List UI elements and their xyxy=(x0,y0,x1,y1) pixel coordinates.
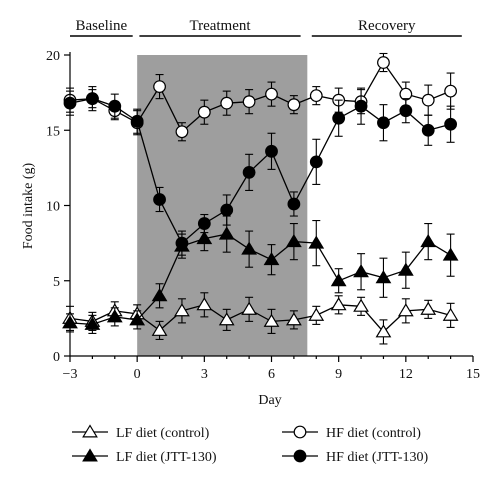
data-point xyxy=(442,307,459,321)
data-point xyxy=(106,309,123,323)
data-point xyxy=(420,233,437,248)
data-point xyxy=(444,117,458,131)
series-1 xyxy=(62,215,459,334)
data-point xyxy=(353,264,369,278)
legend-marker xyxy=(82,424,98,438)
data-point xyxy=(196,230,213,245)
data-series xyxy=(62,52,459,345)
data-point xyxy=(175,125,189,139)
phase-label-1: Treatment xyxy=(189,18,251,34)
data-point xyxy=(309,89,323,103)
x-tick-label: 9 xyxy=(335,367,342,382)
y-tick-label: 20 xyxy=(46,49,60,64)
data-point xyxy=(421,123,435,137)
data-point xyxy=(153,193,166,206)
x-tick-label: 12 xyxy=(399,367,413,382)
data-point xyxy=(197,105,211,119)
data-point xyxy=(197,217,211,230)
data-point xyxy=(377,116,390,130)
data-point xyxy=(397,262,414,276)
x-tick-label: 0 xyxy=(134,367,141,382)
data-point xyxy=(263,252,280,266)
phase-label-0: Baseline xyxy=(76,18,128,34)
data-point xyxy=(241,241,257,255)
legend-label: HF diet (control) xyxy=(326,426,421,441)
y-tick-label: 15 xyxy=(46,124,60,139)
legend-item-2: HF diet (control) xyxy=(282,425,421,441)
phase-label-2: Recovery xyxy=(358,18,416,34)
data-point xyxy=(286,312,302,326)
data-point xyxy=(129,312,146,326)
data-point xyxy=(151,288,168,302)
data-point xyxy=(332,111,346,125)
data-point xyxy=(354,99,368,113)
data-point xyxy=(130,114,144,128)
x-tick-label: 6 xyxy=(268,367,275,382)
data-point xyxy=(218,226,235,240)
data-point xyxy=(242,95,256,109)
data-point xyxy=(242,165,256,179)
legend-item-3: HF diet (JTT-130) xyxy=(282,449,428,465)
legend-label: HF diet (JTT-130) xyxy=(326,450,428,465)
phase-labels: Baseline Treatment Recovery xyxy=(70,18,462,37)
data-point xyxy=(84,316,101,330)
data-point xyxy=(175,236,189,250)
legend-marker xyxy=(82,448,98,462)
data-point xyxy=(375,270,392,284)
data-point xyxy=(263,313,280,327)
data-point xyxy=(399,104,413,118)
data-point xyxy=(375,324,392,338)
y-tick-label: 10 xyxy=(46,200,60,215)
data-point xyxy=(218,312,235,326)
data-point xyxy=(62,315,78,329)
data-point xyxy=(444,84,458,98)
data-point xyxy=(151,322,168,336)
data-point xyxy=(265,144,278,158)
legend-label: LF diet (control) xyxy=(116,426,210,441)
x-tick-label: 3 xyxy=(201,367,208,382)
data-point xyxy=(330,273,347,287)
data-point xyxy=(330,297,347,311)
x-tick-label: 15 xyxy=(466,367,480,382)
data-point xyxy=(265,87,278,101)
data-point xyxy=(220,96,234,110)
data-point xyxy=(397,303,414,317)
data-point xyxy=(153,80,166,94)
data-point xyxy=(308,235,325,249)
data-point xyxy=(353,298,369,312)
legend-marker xyxy=(293,425,307,439)
data-point xyxy=(220,203,234,217)
legend-marker xyxy=(293,449,307,463)
x-axis-title: Day xyxy=(258,393,281,408)
data-point xyxy=(442,247,459,261)
data-point xyxy=(421,93,435,107)
legend-label: LF diet (JTT-130) xyxy=(116,450,217,465)
data-point xyxy=(420,301,437,315)
y-tick-label: 0 xyxy=(53,350,60,365)
x-tick-label: −3 xyxy=(63,367,78,382)
series-3 xyxy=(63,86,458,256)
legend-item-1: LF diet (JTT-130) xyxy=(72,448,217,465)
data-point xyxy=(241,301,257,315)
data-point xyxy=(287,197,301,211)
data-point xyxy=(174,303,190,317)
data-point xyxy=(85,92,99,106)
data-point xyxy=(308,307,325,321)
data-point xyxy=(287,98,301,112)
data-point xyxy=(377,56,390,69)
legend: LF diet (control) LF diet (JTT-130) HF die… xyxy=(72,424,428,465)
data-point xyxy=(196,297,213,311)
y-tick-label: 5 xyxy=(53,275,60,290)
data-point xyxy=(286,233,302,248)
data-point xyxy=(63,96,77,110)
data-point xyxy=(309,155,323,169)
data-point xyxy=(108,99,122,113)
y-axis-title: Food intake (g) xyxy=(21,163,36,250)
legend-item-0: LF diet (control) xyxy=(72,424,210,441)
